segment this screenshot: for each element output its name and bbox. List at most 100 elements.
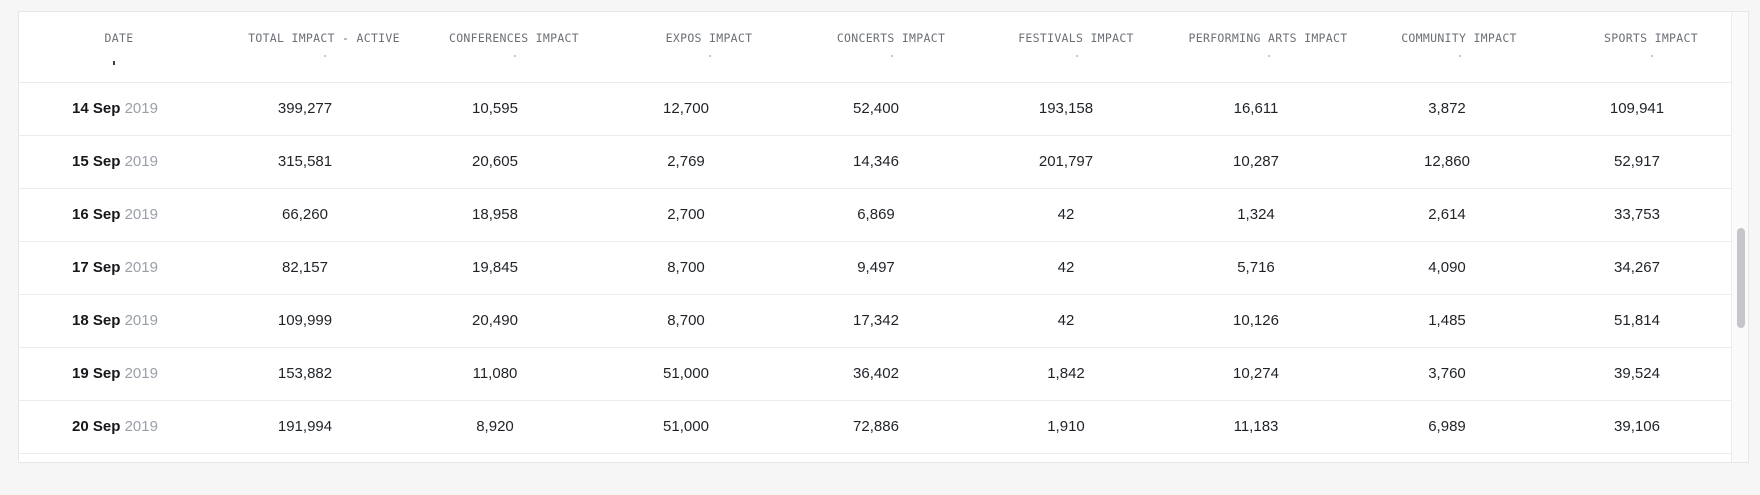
value-cell: 18,958 [472, 206, 518, 223]
value-cell: 10,287 [1233, 153, 1279, 170]
value-cell: 193,158 [1038, 100, 1094, 117]
date-cell: 15 Sep 2019 [35, 136, 195, 188]
column-header-sports-impact[interactable]: SPORTS IMPACT [1551, 28, 1748, 57]
value-cell: 72,886 [853, 418, 899, 435]
date-cell: 19 Sep 2019 [35, 348, 195, 400]
value-cell: 34,267 [1614, 259, 1660, 276]
date-year: 2019 [124, 365, 158, 382]
value-cell: 33,753 [1614, 206, 1660, 223]
value-cell: 1,842 [1047, 365, 1085, 382]
value-cell: 5,716 [1237, 259, 1275, 276]
value-cell: 3,760 [1428, 365, 1466, 382]
value-cell: 8,700 [667, 259, 705, 276]
value-cell: 51,814 [1614, 312, 1660, 329]
value-cell: 20,605 [472, 153, 518, 170]
column-header-performing-arts-impact[interactable]: PERFORMING ARTS IMPACT [1153, 28, 1383, 57]
date-cell: 18 Sep 2019 [35, 295, 195, 347]
value-cell: 153,882 [277, 365, 333, 382]
value-cell: 12,700 [663, 100, 709, 117]
value-cell: 17,342 [853, 312, 899, 329]
date-year: 2019 [124, 206, 158, 223]
value-cell: 82,157 [282, 259, 328, 276]
value-cell: 109,941 [1609, 100, 1665, 117]
date-cell: 17 Sep 2019 [35, 242, 195, 294]
date-year: 2019 [124, 100, 158, 117]
table-row[interactable]: 19 Sep 2019 153,882 11,080 51,000 36,402 1,84… [19, 348, 1731, 401]
table-row[interactable]: 20 Sep 2019 191,994 8,920 51,000 72,886 1,910… [19, 401, 1731, 454]
value-cell: 2,614 [1428, 206, 1466, 223]
value-cell: 11,183 [1233, 418, 1279, 435]
column-header-expos-impact[interactable]: EXPOS IMPACT [609, 28, 809, 57]
date-day: 17 Sep [72, 259, 121, 276]
date-day: 19 Sep [72, 365, 121, 382]
column-header-concerts-impact[interactable]: CONCERTS IMPACT [791, 28, 991, 57]
date-day: 16 Sep [72, 206, 121, 223]
table-row[interactable]: 16 Sep 2019 66,260 18,958 2,700 6,869 42 1,324… [19, 189, 1731, 242]
value-cell: 109,999 [277, 312, 333, 329]
date-day: 15 Sep [72, 153, 121, 170]
date-year: 2019 [124, 153, 158, 170]
sort-indicator-icon [1076, 55, 1078, 57]
value-cell: 6,869 [857, 206, 895, 223]
value-cell: 4,090 [1428, 259, 1466, 276]
scrollbar-thumb[interactable] [1737, 228, 1745, 328]
value-cell: 51,000 [663, 365, 709, 382]
value-cell: 191,994 [277, 418, 333, 435]
value-cell: 11,080 [472, 365, 518, 382]
value-cell: 51,000 [663, 418, 709, 435]
date-day: 20 Sep [72, 418, 121, 435]
value-cell: 2,769 [667, 153, 705, 170]
date-year: 2019 [124, 312, 158, 329]
value-cell: 8,700 [667, 312, 705, 329]
value-cell: 10,595 [472, 100, 518, 117]
value-cell: 20,490 [472, 312, 518, 329]
value-cell: 39,106 [1614, 418, 1660, 435]
date-cell: 16 Sep 2019 [35, 189, 195, 241]
value-cell: 399,277 [277, 100, 333, 117]
sort-indicator-icon [113, 61, 115, 65]
value-cell: 10,274 [1233, 365, 1279, 382]
value-cell: 36,402 [853, 365, 899, 382]
value-cell: 16,611 [1233, 100, 1279, 117]
value-cell: 1,910 [1047, 418, 1085, 435]
table-row[interactable]: 18 Sep 2019 109,999 20,490 8,700 17,342 42 10,… [19, 295, 1731, 348]
value-cell: 1,485 [1428, 312, 1466, 329]
sort-indicator-icon [1268, 55, 1270, 57]
value-cell: 12,860 [1424, 153, 1470, 170]
table-header: DATE TOTAL IMPACT - ACTIVE CONFERENCES I… [19, 12, 1731, 83]
value-cell: 315,581 [277, 153, 333, 170]
value-cell: 42 [1057, 312, 1075, 329]
table-row[interactable]: 17 Sep 2019 82,157 19,845 8,700 9,497 42 5,716… [19, 242, 1731, 295]
value-cell: 52,917 [1614, 153, 1660, 170]
value-cell: 8,920 [476, 418, 514, 435]
sort-indicator-icon [1651, 55, 1653, 57]
vertical-scrollbar[interactable] [1731, 12, 1748, 462]
date-cell: 20 Sep 2019 [35, 401, 195, 453]
value-cell: 1,324 [1237, 206, 1275, 223]
value-cell: 14,346 [853, 153, 899, 170]
sort-indicator-icon [1459, 55, 1461, 57]
sort-indicator-icon [324, 55, 326, 57]
table-row[interactable]: 15 Sep 2019 315,581 20,605 2,769 14,346 201,7… [19, 136, 1731, 189]
value-cell: 42 [1057, 206, 1075, 223]
column-header-conferences-impact[interactable]: CONFERENCES IMPACT [414, 28, 614, 57]
value-cell: 6,989 [1428, 418, 1466, 435]
value-cell: 2,700 [667, 206, 705, 223]
value-cell: 52,400 [853, 100, 899, 117]
value-cell: 201,797 [1038, 153, 1094, 170]
column-header-date[interactable]: DATE [104, 31, 134, 45]
date-year: 2019 [124, 259, 158, 276]
data-table-panel: DATE TOTAL IMPACT - ACTIVE CONFERENCES I… [18, 11, 1749, 463]
column-header-community-impact[interactable]: COMMUNITY IMPACT [1359, 28, 1559, 57]
value-cell: 10,126 [1233, 312, 1279, 329]
value-cell: 42 [1057, 259, 1075, 276]
value-cell: 3,872 [1428, 100, 1466, 117]
table-row[interactable]: 14 Sep 2019 399,277 10,595 12,700 52,400 193,… [19, 83, 1731, 136]
value-cell: 9,497 [857, 259, 895, 276]
column-header-festivals-impact[interactable]: FESTIVALS IMPACT [976, 28, 1176, 57]
column-header-total-impact-active[interactable]: TOTAL IMPACT - ACTIVE [224, 28, 424, 57]
date-day: 14 Sep [72, 100, 121, 117]
date-year: 2019 [124, 418, 158, 435]
sort-indicator-icon [891, 55, 893, 57]
value-cell: 66,260 [282, 206, 328, 223]
